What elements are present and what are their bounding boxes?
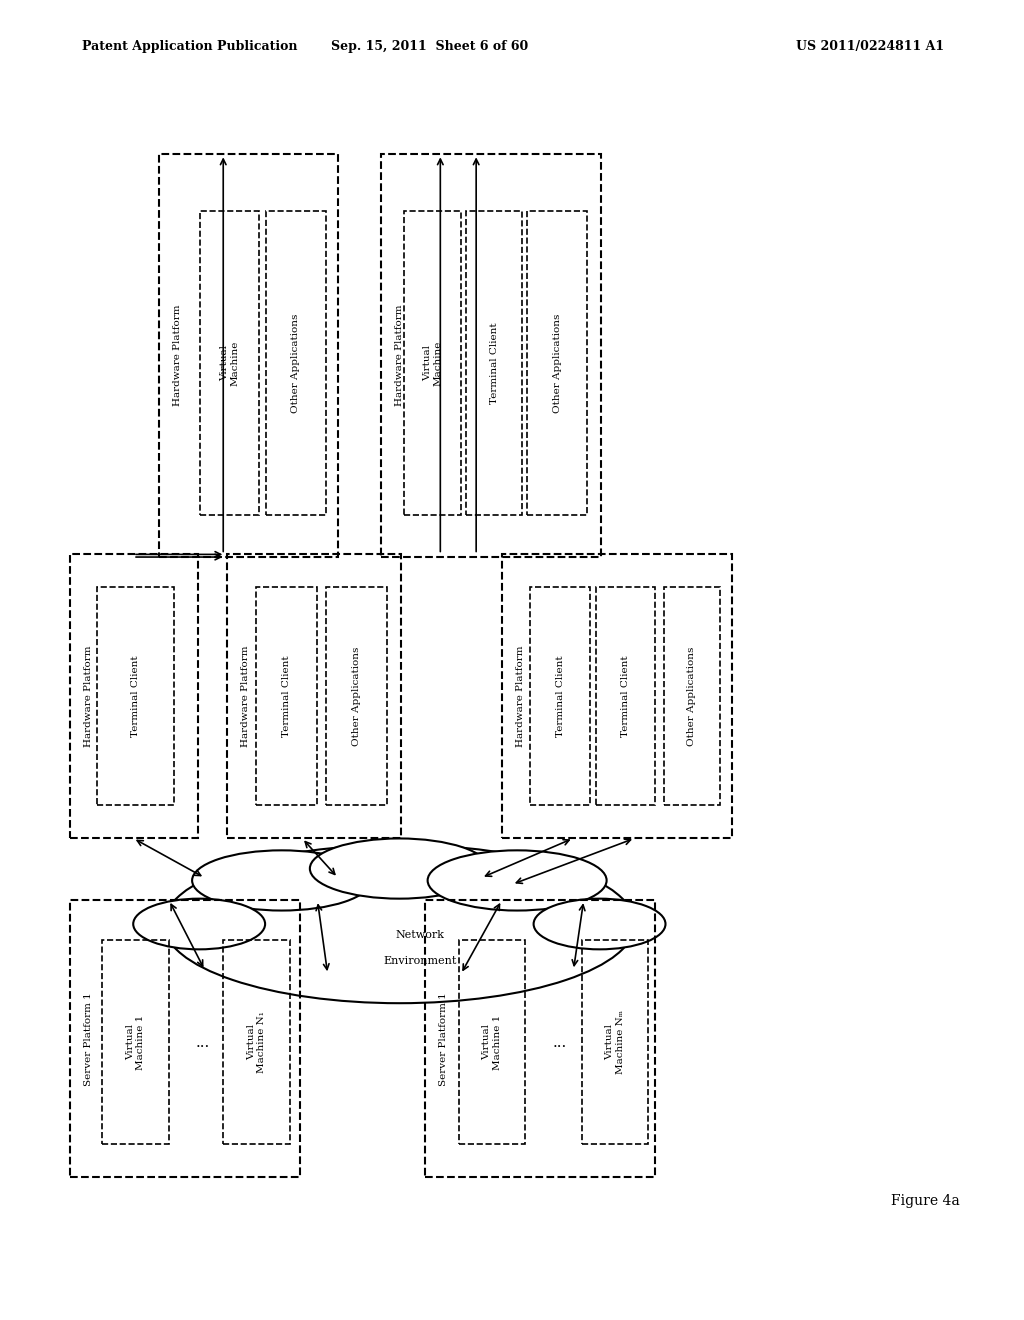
Text: Other Applications: Other Applications (352, 647, 360, 746)
Text: Server Platform 1: Server Platform 1 (84, 991, 92, 1086)
Text: Terminal Client: Terminal Client (131, 656, 140, 737)
Text: Virtual
Machine Nₘ: Virtual Machine Nₘ (605, 1010, 625, 1074)
Ellipse shape (193, 850, 371, 911)
Ellipse shape (534, 899, 666, 949)
Text: Other Applications: Other Applications (553, 313, 561, 413)
Text: ...: ... (553, 1036, 567, 1049)
Text: Terminal Client: Terminal Client (556, 656, 564, 737)
Ellipse shape (164, 845, 635, 1003)
Text: Network: Network (395, 929, 444, 940)
Text: Virtual
Machine N₁: Virtual Machine N₁ (247, 1011, 266, 1073)
Text: Virtual
Machine 1: Virtual Machine 1 (482, 1015, 502, 1069)
Text: Patent Application Publication: Patent Application Publication (82, 40, 297, 53)
Text: Environment: Environment (383, 956, 457, 966)
Text: Other Applications: Other Applications (687, 647, 696, 746)
Text: Figure 4a: Figure 4a (891, 1195, 959, 1208)
Ellipse shape (310, 838, 488, 899)
Text: Terminal Client: Terminal Client (283, 656, 291, 737)
Ellipse shape (428, 850, 606, 911)
Text: Hardware Platform: Hardware Platform (84, 645, 92, 747)
Text: Virtual
Machine: Virtual Machine (423, 341, 442, 385)
Text: Hardware Platform: Hardware Platform (242, 645, 250, 747)
Text: Virtual
Machine: Virtual Machine (220, 341, 239, 385)
Text: Hardware Platform: Hardware Platform (395, 305, 403, 407)
Text: Sep. 15, 2011  Sheet 6 of 60: Sep. 15, 2011 Sheet 6 of 60 (332, 40, 528, 53)
Text: Hardware Platform: Hardware Platform (173, 305, 181, 407)
Text: Terminal Client: Terminal Client (489, 322, 499, 404)
Text: Server Platform 1: Server Platform 1 (439, 991, 447, 1086)
Text: Terminal Client: Terminal Client (622, 656, 630, 737)
Text: US 2011/0224811 A1: US 2011/0224811 A1 (797, 40, 944, 53)
Ellipse shape (133, 899, 265, 949)
Text: Other Applications: Other Applications (292, 313, 300, 413)
Text: ...: ... (196, 1036, 210, 1049)
Text: Hardware Platform: Hardware Platform (516, 645, 524, 747)
Text: Virtual
Machine 1: Virtual Machine 1 (126, 1015, 145, 1069)
